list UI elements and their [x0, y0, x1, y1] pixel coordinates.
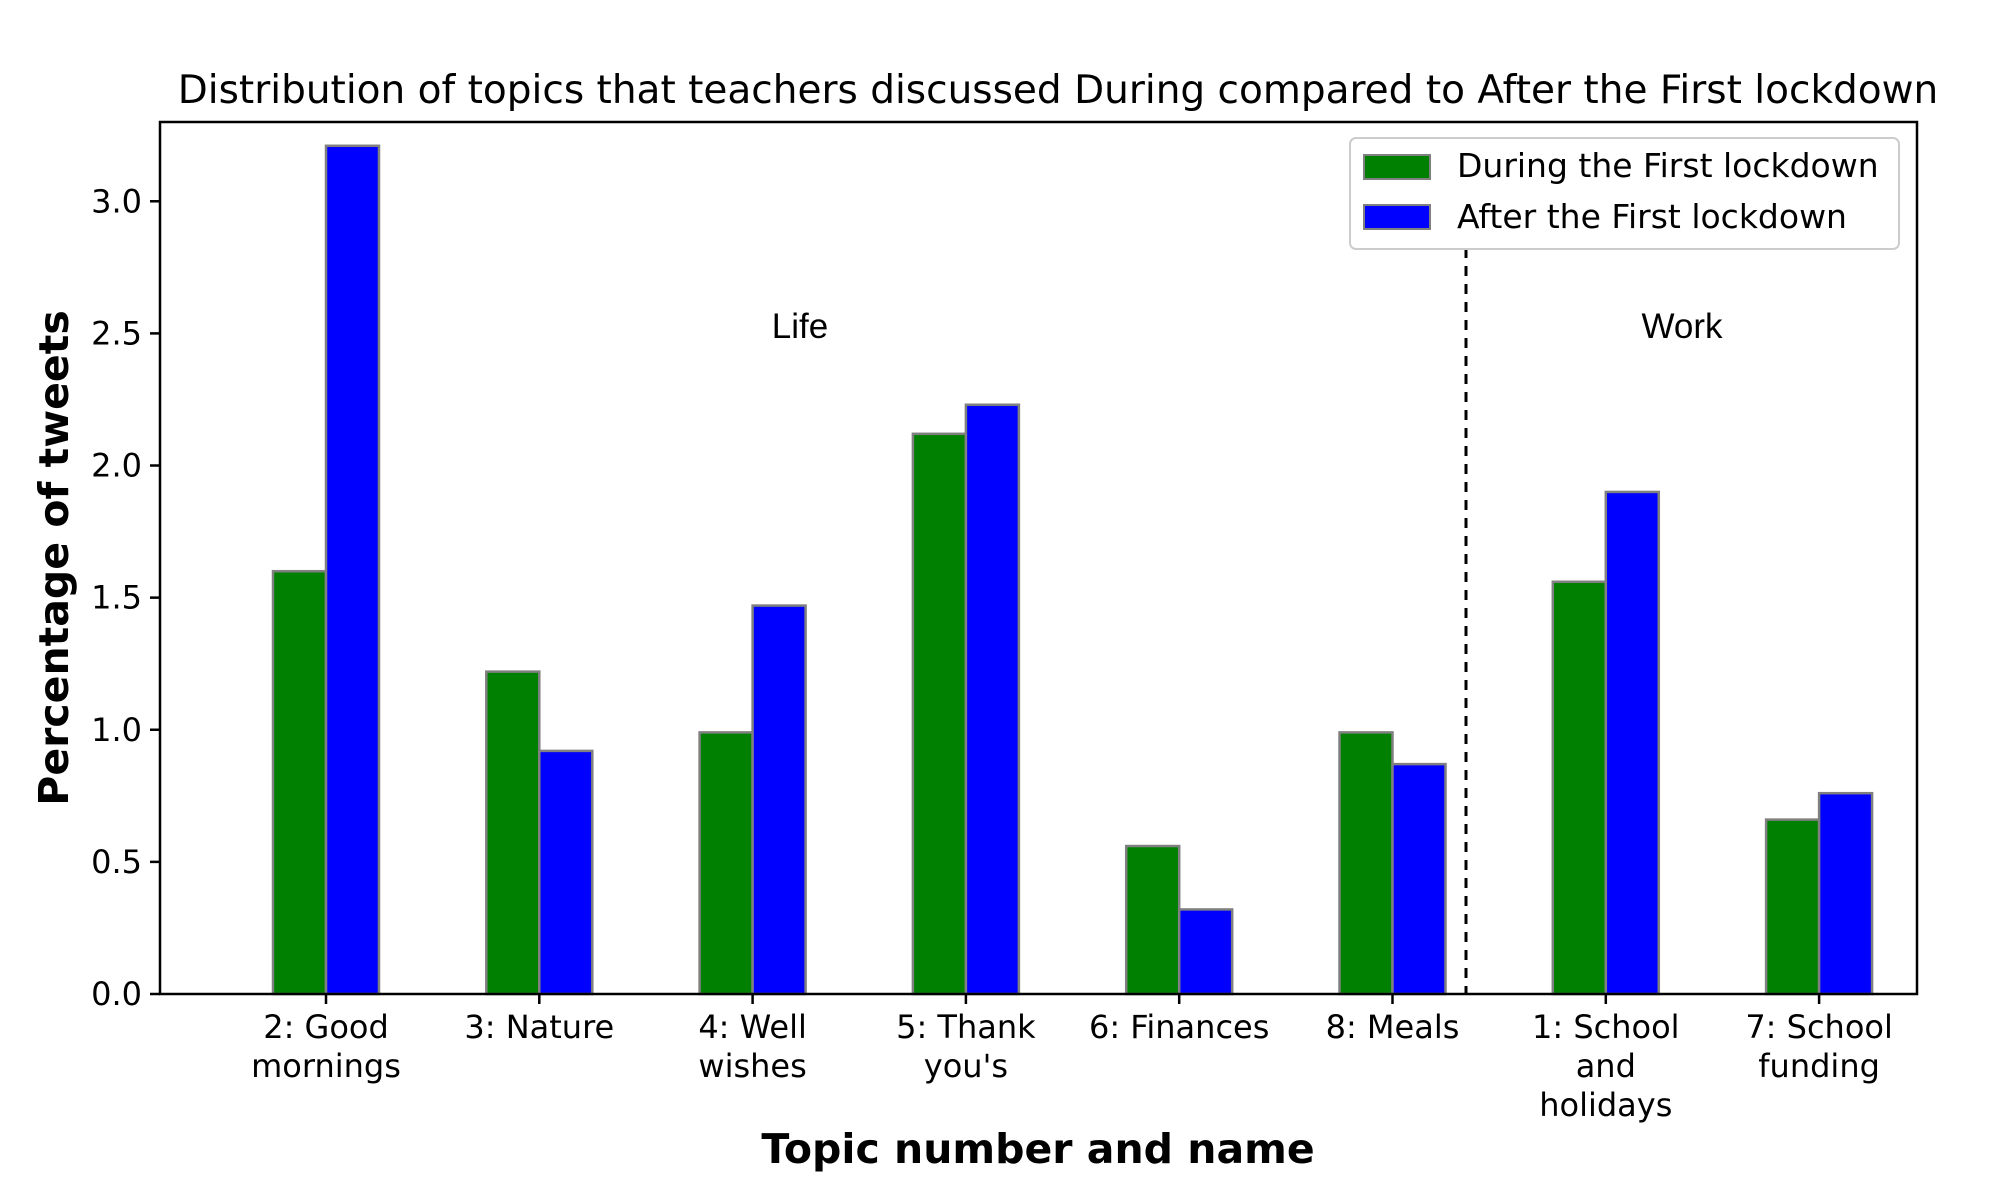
y-tick-label: 0.5: [91, 843, 142, 881]
x-tick-label: 5: Thank: [896, 1008, 1036, 1046]
y-tick-label: 2.0: [91, 447, 142, 485]
bar-after: [1391, 762, 1447, 996]
legend-swatch-after: [1363, 204, 1431, 230]
bar-after: [1817, 791, 1874, 996]
bar-after: [964, 403, 1021, 996]
x-tick-label: 7: School: [1745, 1008, 1893, 1046]
chart-title: Distribution of topics that teachers dis…: [178, 68, 1939, 113]
x-tick-label: 1: School: [1532, 1008, 1680, 1046]
region-label-life: Life: [772, 307, 828, 346]
y-tick-label: 1.0: [91, 711, 142, 749]
x-tick-label: mornings: [251, 1047, 401, 1085]
bar-during: [485, 670, 541, 996]
x-axis-title: Topic number and name: [761, 1125, 1314, 1173]
x-tick-label: 8: Meals: [1326, 1008, 1460, 1046]
x-tick-label: holidays: [1539, 1086, 1672, 1124]
x-tick-label: and: [1576, 1047, 1636, 1085]
bars: [271, 144, 1874, 996]
bar-after: [538, 749, 594, 996]
legend-swatch-during: [1363, 154, 1431, 180]
bar-during: [698, 731, 754, 996]
bar-after: [1604, 490, 1661, 996]
bar-after: [751, 604, 807, 996]
y-axis-title: Percentage of tweets: [30, 310, 78, 805]
legend-label-after: After the First lockdown: [1457, 197, 1847, 236]
bar-during: [271, 569, 328, 996]
legend-label-during: During the First lockdown: [1457, 146, 1879, 185]
bar-during: [1764, 818, 1821, 996]
bar-during: [1551, 580, 1608, 996]
x-tick-label: wishes: [698, 1047, 806, 1085]
plot-frame: [158, 120, 1919, 996]
y-tick-label: 1.5: [91, 579, 142, 617]
y-axis-ticks: 0.0 0.5 1.0 1.5 2.0 2.5 3.0: [91, 182, 160, 1013]
legend: During the First lockdown After the Firs…: [1349, 137, 1900, 250]
bar-after: [324, 144, 381, 996]
y-tick-label: 0.0: [91, 975, 142, 1013]
bar-during: [911, 432, 968, 996]
legend-box: [1349, 137, 1900, 250]
x-tick-label: 6: Finances: [1089, 1008, 1269, 1046]
x-tick-label: 2: Good: [263, 1008, 389, 1046]
bar-after: [1177, 908, 1234, 996]
bar-during: [1124, 844, 1181, 996]
x-tick-label: 4: Well: [698, 1008, 807, 1046]
y-tick-label: 3.0: [91, 182, 142, 220]
x-tick-label: you's: [924, 1047, 1008, 1085]
bar-during: [1338, 731, 1394, 996]
y-tick-label: 2.5: [91, 314, 142, 352]
x-tick-label: funding: [1758, 1047, 1880, 1085]
x-tick-label: 3: Nature: [464, 1008, 614, 1046]
region-label-work: Work: [1641, 307, 1723, 346]
